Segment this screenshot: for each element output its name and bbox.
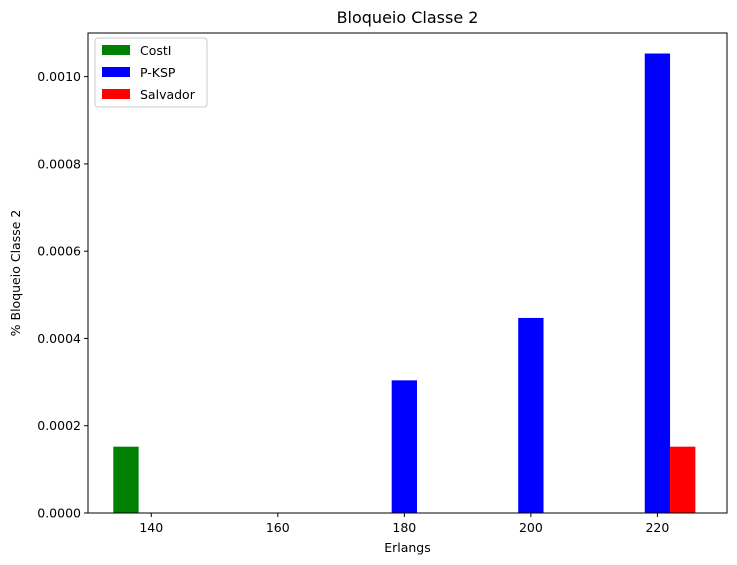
y-tick-label: 0.0010	[37, 69, 81, 84]
x-tick-label: 160	[266, 520, 290, 535]
y-tick-label: 0.0000	[37, 506, 81, 521]
legend-swatch	[102, 67, 130, 77]
x-axis: 140 160 180 200 220	[139, 513, 669, 535]
plot-frame	[87, 32, 728, 514]
legend: CostI P-KSP Salvador	[94, 37, 208, 108]
legend-swatch	[102, 45, 130, 55]
legend-label: CostI	[140, 43, 171, 58]
y-axis-label: % Bloqueio Classe 2	[8, 210, 23, 337]
y-tick-label: 0.0006	[37, 244, 81, 259]
x-tick-label: 180	[392, 520, 416, 535]
bar-salvador-220	[670, 446, 696, 513]
y-tick-label: 0.0002	[37, 418, 81, 433]
legend-swatch	[102, 89, 130, 99]
plot-area	[87, 32, 728, 514]
bar-p-ksp-220	[644, 53, 671, 513]
x-axis-label: Erlangs	[384, 540, 431, 555]
x-tick-label: 140	[139, 520, 163, 535]
y-tick-label: 0.0004	[37, 331, 81, 346]
bar-p-ksp-200	[518, 317, 544, 513]
y-tick-label: 0.0008	[37, 156, 81, 171]
legend-label: P-KSP	[140, 65, 176, 80]
x-tick-label: 200	[519, 520, 543, 535]
chart-title: Bloqueio Classe 2	[337, 8, 479, 27]
bar-p-ksp-180	[391, 380, 417, 513]
legend-label: Salvador	[140, 87, 196, 102]
bar-costi-140	[113, 446, 139, 513]
y-axis: 0.0000 0.0002 0.0004 0.0006 0.0008 0.0010	[37, 69, 88, 521]
x-tick-label: 220	[645, 520, 669, 535]
